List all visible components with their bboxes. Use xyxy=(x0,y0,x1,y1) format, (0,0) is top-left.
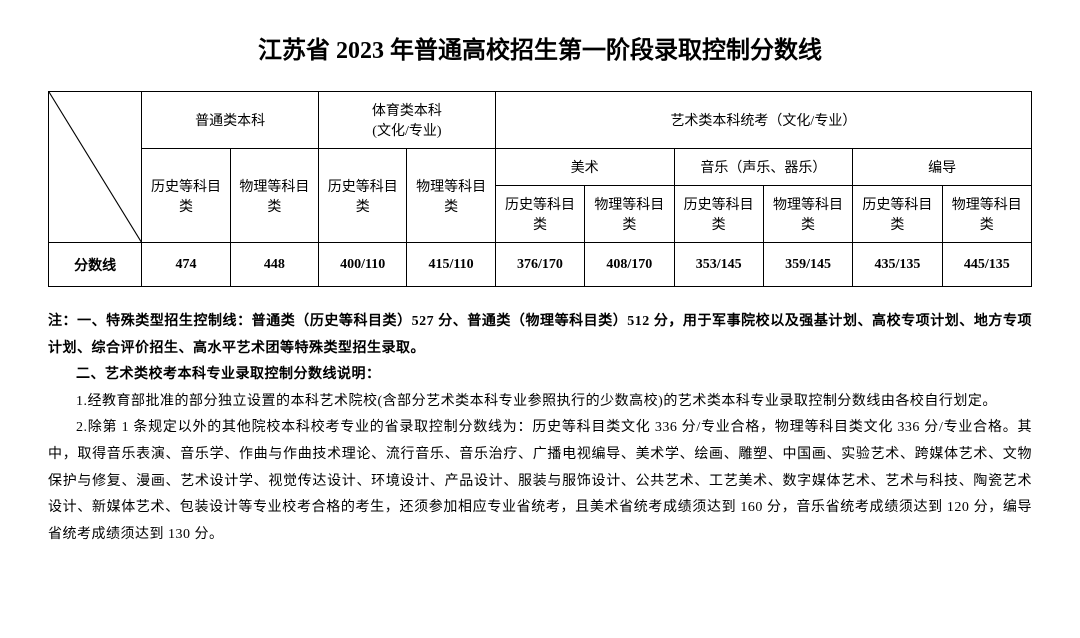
col-sports-history: 历史等科目类 xyxy=(319,149,407,243)
note-line-2: 二、艺术类校考本科专业录取控制分数线说明： xyxy=(48,362,1032,389)
col-general: 普通类本科 xyxy=(142,92,319,149)
score-table: 普通类本科 体育类本科 (文化/专业) 艺术类本科统考（文化/专业） 历史等科目… xyxy=(48,91,1032,287)
col-fineart-physics: 物理等科目类 xyxy=(585,186,674,243)
col-fineart: 美术 xyxy=(495,149,674,186)
col-sports: 体育类本科 (文化/专业) xyxy=(319,92,496,149)
page-title: 江苏省 2023 年普通高校招生第一阶段录取控制分数线 xyxy=(48,30,1032,65)
table-row: 分数线 474 448 400/110 415/110 376/170 408/… xyxy=(49,243,1032,287)
note-line-3: 1.经教育部批准的部分独立设置的本科艺术院校(含部分艺术类本科专业参照执行的少数… xyxy=(48,389,1032,416)
val-fineart-history: 376/170 xyxy=(495,243,584,287)
val-general-history: 474 xyxy=(142,243,230,287)
val-music-physics: 359/145 xyxy=(763,243,852,287)
col-directing-physics: 物理等科目类 xyxy=(942,186,1031,243)
note-line-1: 注：一、特殊类型招生控制线：普通类（历史等科目类）527 分、普通类（物理等科目… xyxy=(48,309,1032,362)
col-fineart-history: 历史等科目类 xyxy=(495,186,584,243)
val-directing-physics: 445/135 xyxy=(942,243,1031,287)
diagonal-cell xyxy=(49,92,142,243)
col-directing: 编导 xyxy=(853,149,1032,186)
val-general-physics: 448 xyxy=(230,243,318,287)
table-header-row: 普通类本科 体育类本科 (文化/专业) 艺术类本科统考（文化/专业） xyxy=(49,92,1032,149)
col-music-physics: 物理等科目类 xyxy=(763,186,852,243)
table-header-row: 历史等科目类 物理等科目类 历史等科目类 物理等科目类 美术 音乐（声乐、器乐）… xyxy=(49,149,1032,186)
val-music-history: 353/145 xyxy=(674,243,763,287)
row-label: 分数线 xyxy=(49,243,142,287)
col-directing-history: 历史等科目类 xyxy=(853,186,942,243)
col-music-history: 历史等科目类 xyxy=(674,186,763,243)
col-arts: 艺术类本科统考（文化/专业） xyxy=(495,92,1031,149)
val-sports-history: 400/110 xyxy=(319,243,407,287)
col-music: 音乐（声乐、器乐） xyxy=(674,149,853,186)
note-line-4: 2.除第 1 条规定以外的其他院校本科校考专业的省录取控制分数线为：历史等科目类… xyxy=(48,415,1032,548)
val-directing-history: 435/135 xyxy=(853,243,942,287)
notes-block: 注：一、特殊类型招生控制线：普通类（历史等科目类）527 分、普通类（物理等科目… xyxy=(48,309,1032,548)
val-sports-physics: 415/110 xyxy=(407,243,495,287)
document-page: 江苏省 2023 年普通高校招生第一阶段录取控制分数线 普通类本科 体育类本科 … xyxy=(0,0,1080,568)
col-sports-physics: 物理等科目类 xyxy=(407,149,495,243)
col-general-physics: 物理等科目类 xyxy=(230,149,318,243)
col-general-history: 历史等科目类 xyxy=(142,149,230,243)
val-fineart-physics: 408/170 xyxy=(585,243,674,287)
